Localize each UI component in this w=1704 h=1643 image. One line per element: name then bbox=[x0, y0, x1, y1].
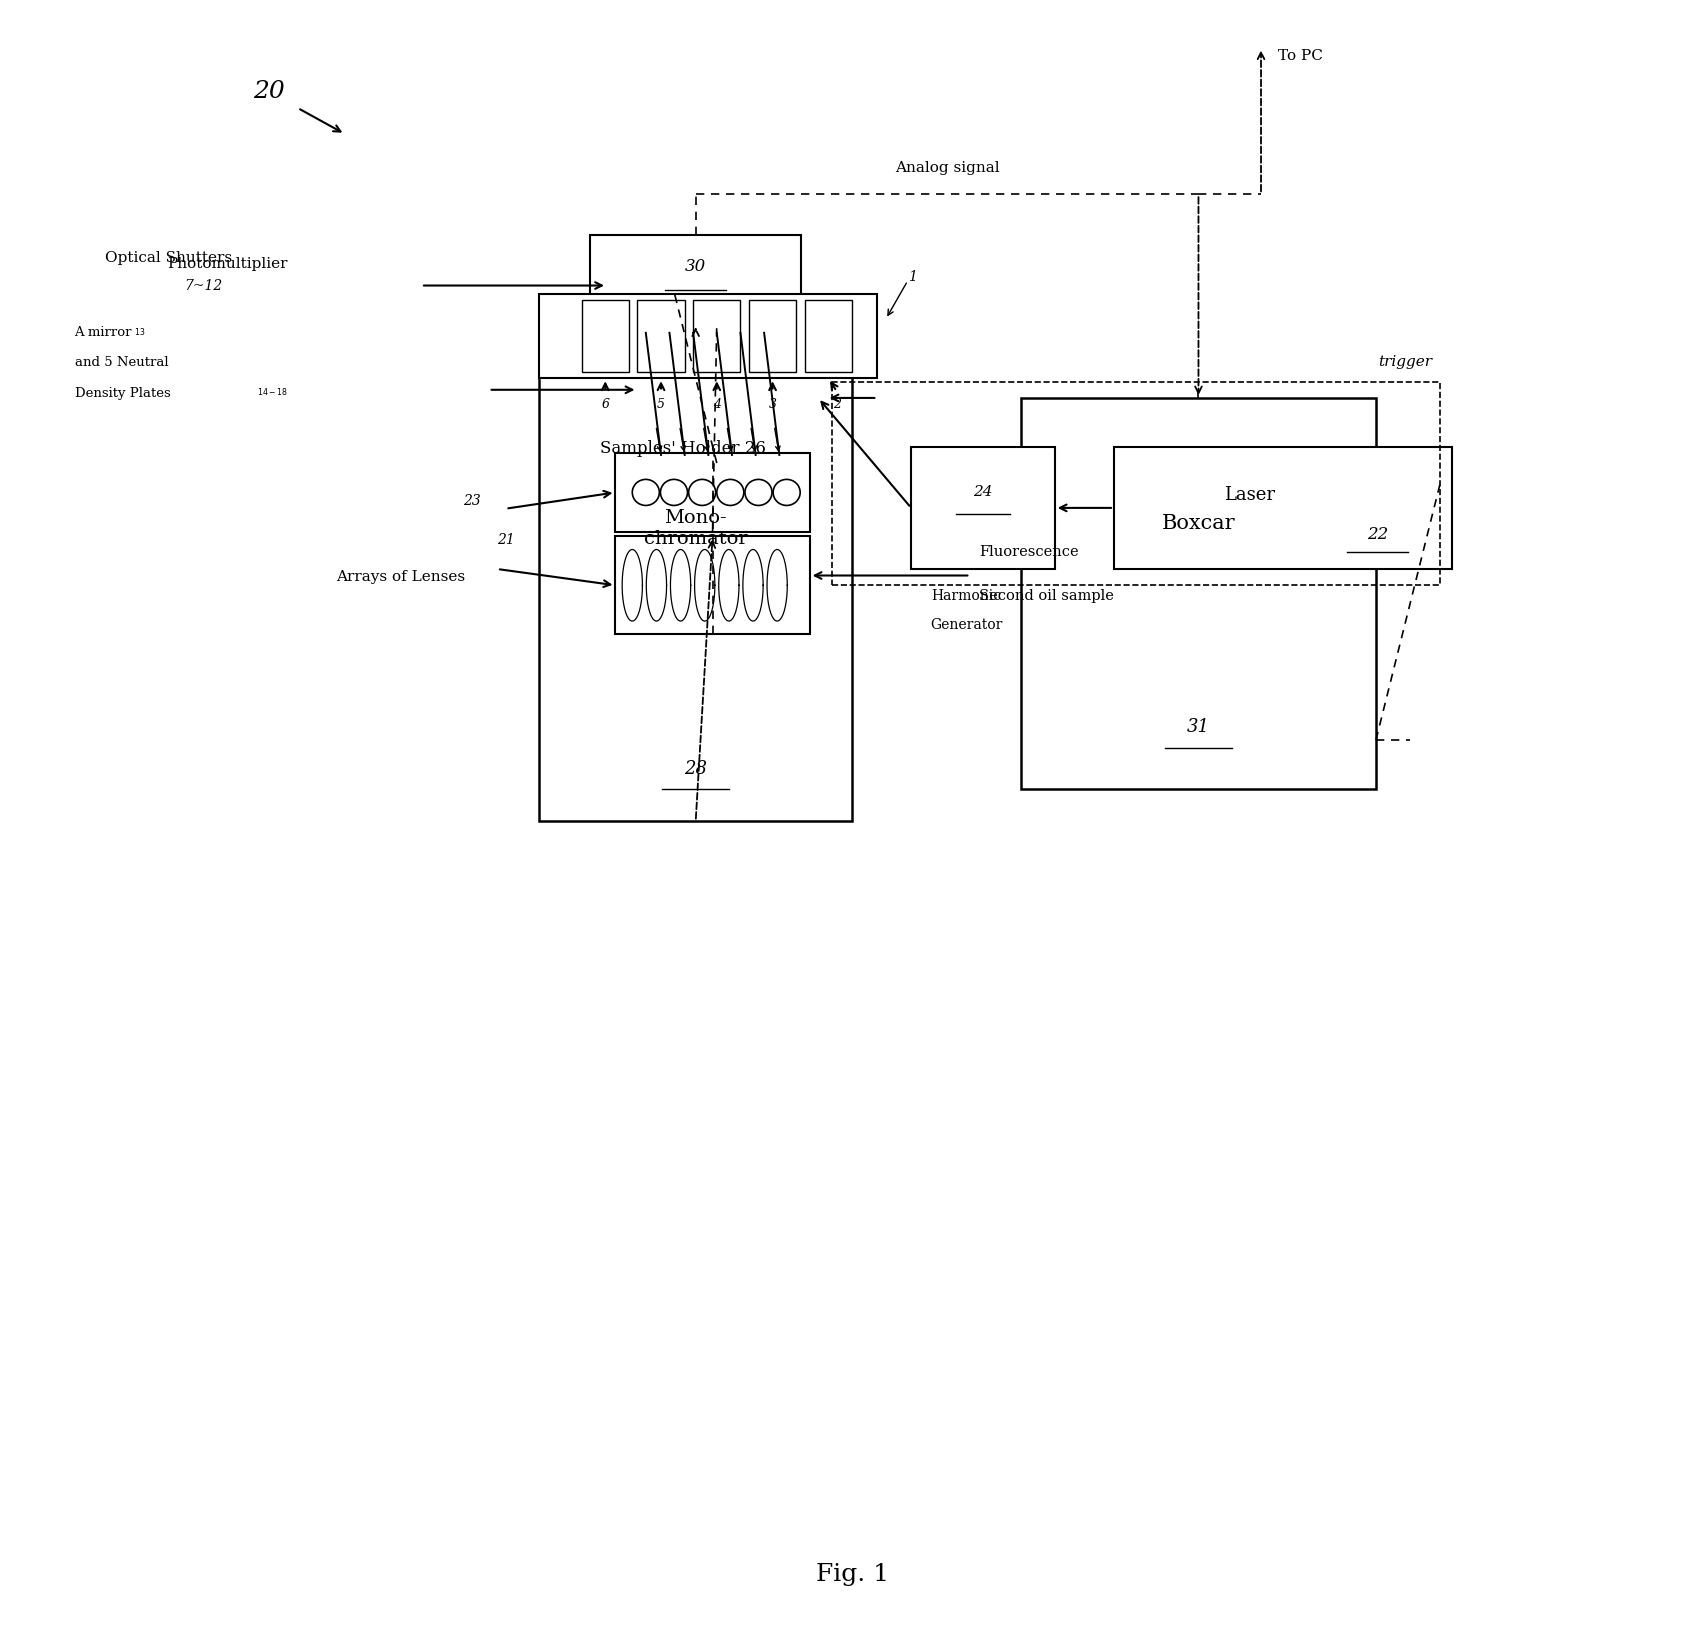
Bar bbox=[590, 235, 801, 325]
Text: and 5 Neutral: and 5 Neutral bbox=[75, 355, 169, 368]
Text: 24: 24 bbox=[973, 485, 993, 498]
Text: Laser: Laser bbox=[1223, 486, 1275, 504]
Text: 28: 28 bbox=[685, 761, 707, 779]
Text: Generator: Generator bbox=[930, 618, 1002, 633]
Text: Fluorescence: Fluorescence bbox=[978, 545, 1079, 559]
Text: 30: 30 bbox=[685, 258, 705, 276]
Text: 6: 6 bbox=[602, 398, 610, 411]
Text: Density Plates: Density Plates bbox=[75, 386, 170, 399]
Text: 3: 3 bbox=[769, 398, 777, 411]
Text: Arrays of Lenses: Arrays of Lenses bbox=[336, 570, 465, 585]
Text: To PC: To PC bbox=[1278, 49, 1322, 62]
Bar bbox=[581, 301, 629, 371]
Text: 21: 21 bbox=[498, 532, 515, 547]
Text: Boxcar: Boxcar bbox=[1162, 514, 1235, 532]
Text: 31: 31 bbox=[1188, 718, 1210, 736]
Text: $^{13}$: $^{13}$ bbox=[133, 327, 145, 338]
Text: Photomultiplier: Photomultiplier bbox=[167, 256, 288, 271]
Bar bbox=[832, 381, 1440, 585]
Bar bbox=[1021, 398, 1375, 789]
Text: 20: 20 bbox=[252, 81, 285, 104]
Bar bbox=[540, 294, 878, 378]
Bar bbox=[804, 301, 852, 371]
Text: $^{14-18}$: $^{14-18}$ bbox=[257, 388, 288, 398]
Bar bbox=[540, 334, 852, 822]
Bar bbox=[912, 447, 1055, 568]
Text: trigger: trigger bbox=[1379, 355, 1431, 368]
Text: 4: 4 bbox=[712, 398, 721, 411]
Text: Analog signal: Analog signal bbox=[895, 161, 999, 174]
Text: Fig. 1: Fig. 1 bbox=[816, 1562, 888, 1585]
Text: Samples' Holder 26: Samples' Holder 26 bbox=[600, 440, 765, 457]
Bar bbox=[748, 301, 796, 371]
Bar bbox=[615, 453, 809, 532]
Bar bbox=[1114, 447, 1452, 568]
Text: 5: 5 bbox=[658, 398, 665, 411]
Text: A mirror: A mirror bbox=[75, 327, 131, 338]
Text: 2: 2 bbox=[833, 398, 840, 411]
Bar bbox=[637, 301, 685, 371]
Text: Optical Shutters: Optical Shutters bbox=[106, 251, 232, 265]
Text: 1: 1 bbox=[908, 271, 917, 284]
Text: Mono-
chromator: Mono- chromator bbox=[644, 509, 748, 547]
Text: 23: 23 bbox=[463, 493, 481, 508]
Text: Harmonic: Harmonic bbox=[930, 588, 1002, 603]
Text: Second oil sample: Second oil sample bbox=[978, 588, 1114, 603]
Bar bbox=[615, 536, 809, 634]
Text: 22: 22 bbox=[1367, 526, 1389, 544]
Bar bbox=[694, 301, 741, 371]
Text: 7~12: 7~12 bbox=[184, 279, 223, 292]
